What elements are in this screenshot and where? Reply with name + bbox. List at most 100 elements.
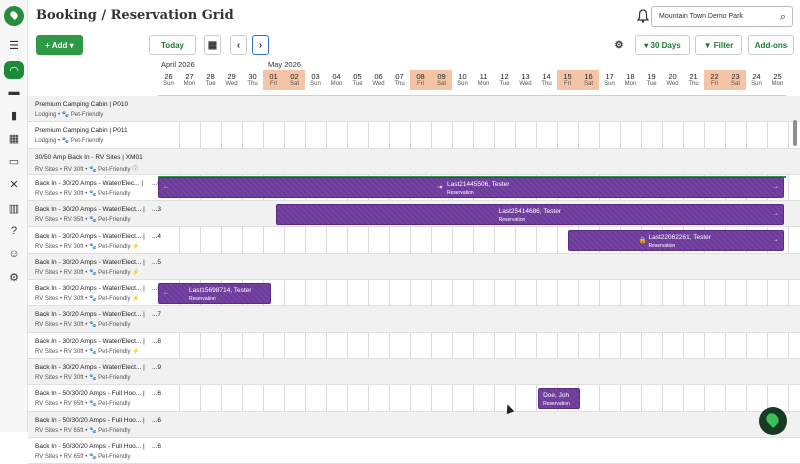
day-weekday: Sun	[310, 81, 321, 87]
site-row[interactable]: Back In - 30/20 Amps - Water/Elect... | R…	[28, 359, 800, 386]
pos-icon[interactable]: ▭	[8, 155, 20, 168]
day-weekday: Sat	[289, 81, 299, 87]
sidebar: ☰ ◠ ▬ ▮ ▦ ▭ ✕ ▥ ? ☺ ⚙	[0, 0, 28, 432]
site-row[interactable]: 30/50 Amp Back In - RV Sites | XM01 RV Si…	[28, 148, 800, 175]
day-number: 25	[773, 72, 782, 81]
day-header: 28 Tue	[200, 70, 221, 90]
day-header: 25 Mon	[767, 70, 788, 90]
site-name: Premium Camping Cabin | P011	[35, 127, 128, 135]
chat-launcher[interactable]	[759, 407, 787, 435]
day-header: 16 Sat	[578, 70, 599, 90]
day-number: 28	[206, 72, 215, 81]
lock-icon: 🔒	[638, 237, 647, 244]
site-number: ...6	[152, 390, 162, 398]
day-header: 07 Thu	[389, 70, 410, 90]
settings-icon[interactable]: ⚙	[9, 271, 19, 284]
day-weekday: Sun	[604, 81, 615, 87]
settings-gear-icon[interactable]: ⚙	[611, 35, 627, 55]
day-weekday: Sat	[730, 81, 740, 87]
day-number: 03	[311, 72, 320, 81]
day-number: 05	[353, 72, 362, 81]
reservation-guest-name: Last21445506, Tester	[447, 181, 510, 189]
day-number: 24	[752, 72, 761, 81]
day-number: 02	[290, 72, 299, 81]
reservation-bar[interactable]: ← Last15698714, Tester Reservation	[158, 282, 272, 304]
reservation-bar[interactable]: → 🔒 Last22062261, Tester Reservation	[567, 230, 784, 251]
site-row[interactable]: Back In - 30/20 Amps - Water/Elect... | R…	[28, 228, 800, 254]
day-number: 18	[626, 72, 635, 81]
site-row[interactable]: Back In - 50/30/20 Amps - Full Hoo... | R…	[28, 438, 800, 464]
reservation-guest-name: Doe, Joh	[543, 391, 570, 399]
reservation-guest-name: Last15698714, Tester	[189, 286, 252, 294]
day-number: 29	[227, 72, 236, 81]
day-number: 21	[689, 72, 698, 81]
day-header: 17 Sun	[599, 70, 620, 90]
site-number: ...6	[152, 442, 162, 450]
reservation-guest-name: Last25414686, Tester	[498, 207, 561, 215]
day-header: 26 Sun	[158, 70, 179, 90]
site-details: RV Sites • RV 30ft • 🐾 Pet-Friendly	[35, 190, 131, 197]
search-icon[interactable]: ⌕	[779, 11, 786, 23]
headset-icon[interactable]: ◠	[4, 61, 24, 79]
day-header: 10 Sun	[452, 70, 473, 90]
card-icon[interactable]: ▬	[8, 86, 20, 98]
today-button[interactable]: Today	[149, 35, 196, 55]
site-details: RV Sites • RV 30ft • 🐾 Pet-Friendly ⚡	[35, 269, 140, 276]
day-weekday: Mon	[477, 81, 490, 87]
site-row[interactable]: Back In - 50/30/20 Amps - Full Hoo... | R…	[28, 411, 800, 438]
site-name: Back In - 30/20 Amps - Water/Elect... |	[35, 232, 145, 240]
site-details: RV Sites • RV 30ft • 🐾 Pet-Friendly ⚡	[35, 296, 140, 303]
users-icon[interactable]: ☺	[8, 248, 20, 260]
filter-button[interactable]: ▼ Filter	[695, 35, 742, 55]
site-name: Premium Camping Cabin | P010	[35, 101, 129, 108]
reservation-bar[interactable]: ← → ⇥ Last21445506, Tester Reservation	[158, 177, 784, 199]
bell-icon[interactable]	[637, 9, 649, 23]
day-header: 08 Fri	[410, 70, 431, 90]
day-weekday: Thu	[541, 81, 552, 87]
menu-collapse-icon[interactable]: ☰	[9, 39, 19, 52]
site-details: Lodging • 🐾 Pet-Friendly	[35, 138, 104, 145]
map-icon[interactable]: ▥	[8, 202, 20, 215]
help-icon[interactable]: ?	[10, 225, 18, 237]
day-number: 23	[731, 72, 740, 81]
chart-icon[interactable]: ▮	[10, 109, 18, 122]
site-row[interactable]: Back In - 30/20 Amps - Water/Elect... | R…	[28, 333, 800, 359]
day-weekday: Sun	[163, 81, 174, 87]
arrow-right-icon: →	[772, 237, 779, 243]
reservation-status: Reservation	[648, 243, 676, 249]
reservation-bar[interactable]: → Last25414686, Tester Reservation	[275, 203, 784, 225]
site-row[interactable]: Back In - 30/20 Amps - Water/Elect... | R…	[28, 306, 800, 333]
site-row[interactable]: Back In - 30/20 Amps - Water/Elect... | R…	[28, 253, 800, 281]
day-number: 07	[395, 72, 404, 81]
site-row[interactable]: Premium Camping Cabin | P010 Lodging • 🐾 …	[28, 96, 800, 123]
reservation-guest-name: Last22062261, Tester	[648, 234, 711, 241]
site-name: 30/50 Amp Back In - RV Sites | XM01	[35, 153, 143, 161]
calendar-icon[interactable]: ▦	[204, 35, 221, 55]
day-number: 30	[248, 72, 257, 81]
site-row[interactable]: Back In - 30/20 Amps - Water/Elect... | R…	[28, 280, 800, 307]
day-header: 21 Thu	[683, 70, 704, 90]
day-header: 04 Mon	[326, 70, 347, 90]
park-name: Mountain Town Demo Park	[659, 13, 743, 20]
days-dropdown[interactable]: ▾ 30 Days	[635, 35, 690, 55]
header-divider	[158, 95, 786, 96]
tools-icon[interactable]: ✕	[9, 178, 19, 191]
prev-button[interactable]: ‹	[230, 35, 247, 55]
building-icon[interactable]: ▦	[8, 132, 20, 145]
reservation-status: Reservation	[543, 400, 570, 407]
site-row[interactable]: Back In - 50/30/20 Amps - Full Hoo... | R…	[28, 385, 800, 412]
day-weekday: Mon	[624, 81, 637, 87]
reservation-bar[interactable]: Doe, Joh Reservation	[538, 387, 581, 409]
site-details: RV Sites • RV 30ft • 🐾 Pet-Friendly	[35, 375, 131, 381]
site-row[interactable]: Premium Camping Cabin | P011 Lodging • 🐾 …	[28, 122, 800, 149]
month-label-april: April 2026	[161, 60, 195, 69]
next-button[interactable]: ›	[252, 35, 269, 55]
add-button[interactable]: + Add ▾	[36, 35, 83, 55]
site-name: Back In - 30/20 Amps - Water/Elect... |	[35, 258, 145, 266]
scrollbar[interactable]	[793, 120, 797, 146]
day-weekday: Tue	[499, 81, 510, 87]
park-search-input[interactable]: Mountain Town Demo Park ⌕	[651, 6, 793, 27]
addons-button[interactable]: Add-ons	[748, 35, 794, 55]
app-logo[interactable]	[4, 6, 24, 26]
day-weekday: Thu	[247, 81, 258, 87]
